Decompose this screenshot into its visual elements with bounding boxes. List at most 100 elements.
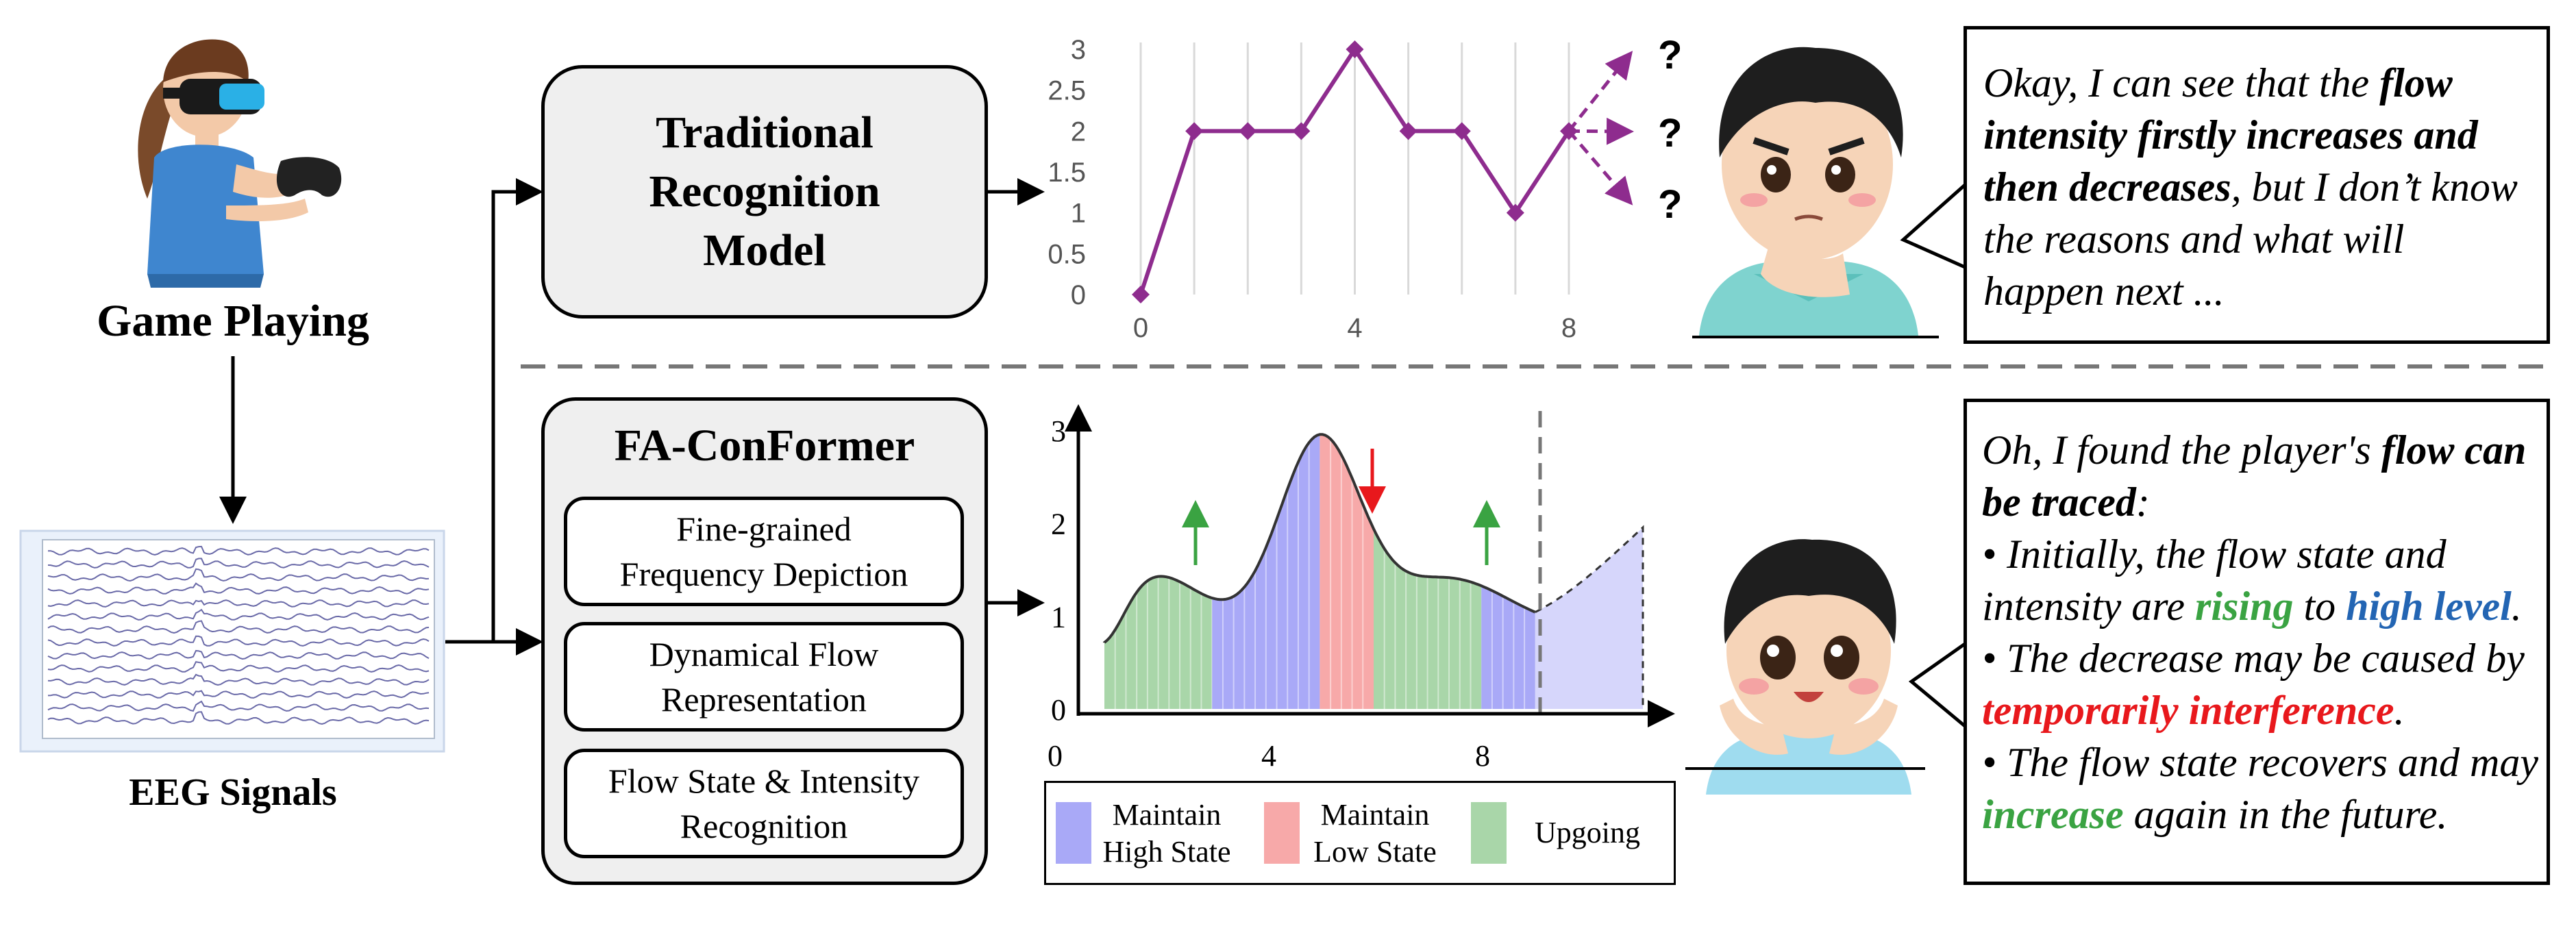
speech-bullet-2: • The decrease may be caused by temporar… [1982,632,2544,736]
traditional-model-line-3: Model [703,225,826,275]
y-tick-label: 2 [1071,116,1086,147]
eeg-signal-panel [19,529,445,753]
eeg-trace [47,661,430,673]
y-tick-label: 0 [1071,280,1086,310]
y-tick-label: 3 [1051,414,1066,448]
eeg-trace [47,582,430,595]
future-intensity-curve [1535,525,1644,709]
bullet-2-period: . [2394,688,2405,733]
intro-text: Oh, I found the player's [1982,427,2381,473]
speech-top-part-2: , but I don’t know the reasons and what … [1983,164,2518,314]
data-point [1399,122,1417,140]
speech-bullet-1: • Initially, the flow state and intensit… [1982,528,2544,632]
module-1-line-2: Frequency Depiction [619,555,908,593]
speech-bottom-text: Oh, I found the player's flow can be tra… [1982,424,2544,840]
legend-label-upgoing: Upgoing [1535,816,1640,849]
intro-colon: : [2135,479,2150,525]
speech-bullet-3: • The flow state recovers and may increa… [1982,736,2544,840]
data-point [1292,122,1311,140]
bullet-2-interference: temporarily interference [1982,688,2394,733]
intro-emphasis: flow can be traced [1982,427,2527,525]
speech-bubble-top: Okay, I can see that the flow intensity … [1964,26,2550,344]
future-arrow [1568,51,1633,132]
traditional-model-line-1: Traditional [656,108,874,158]
bullet-3-text-b: again in the future. [2123,792,2448,837]
segment-maintain-low-state [1320,434,1374,709]
eeg-trace [47,711,430,725]
y-tick-label: 1 [1051,600,1066,634]
unknown-marker: ? [1658,182,1682,227]
y-tick-label: 2.5 [1048,76,1086,106]
segment-upgoing [1374,529,1482,709]
unknown-marker: ? [1658,33,1682,77]
traditional-model-box: Traditional Recognition Model [541,65,988,319]
bullet-3-text-a: • The flow state recovers and may [1982,740,2538,785]
bullet-2-text-a: • The decrease may be caused by [1982,636,2525,681]
y-tick-label: 0.5 [1048,239,1086,269]
speech-top-emphasis: flow intensity firstly increases and the… [1983,60,2478,210]
y-tick-label: 0 [1051,693,1066,727]
y-tick-label: 1 [1071,199,1086,229]
eeg-signals-caption: EEG Signals [129,771,336,814]
eeg-trace [47,599,430,608]
bullet-1-high-level: high level [2346,584,2512,629]
eeg-trace [47,608,430,621]
x-tick-label: 0 [1048,739,1063,773]
bullet-1-text-b: to [2293,584,2346,629]
confused-boy-illustration [1692,47,1939,338]
flow-intensity-curve [1103,433,1536,644]
x-tick-label: 8 [1475,739,1490,773]
arrow-eeg-to-traditional [445,178,543,644]
speech-tail-top [1900,184,1966,269]
legend-swatch-upgoing [1471,802,1507,864]
data-point [1239,122,1257,140]
x-tick-label: 8 [1561,313,1576,343]
module-2-line-2: Representation [661,680,867,719]
speech-tail-bottom [1908,642,1966,727]
future-arrow [1568,117,1634,145]
future-arrow [1568,129,1633,205]
module-3-line-1: Flow State & Intensity [608,762,920,800]
legend-high-line-1: Maintain [1112,798,1222,832]
data-point [1506,203,1524,222]
segment-maintain-high-state [1481,586,1535,709]
speech-top-part-1: Okay, I can see that the [1983,60,2380,105]
data-point [1185,122,1204,140]
eeg-trace [47,558,430,569]
bullet-3-increase: increase [1982,792,2124,837]
module-3-line-2: Recognition [680,807,848,845]
y-tick-label: 1.5 [1048,158,1086,188]
x-tick-label: 4 [1347,313,1362,343]
legend-low-line-2: Low State [1313,835,1437,869]
data-point [1346,40,1364,58]
faconformer-title: FA-ConFormer [614,421,915,471]
bullet-1-rising: rising [2195,584,2294,629]
segment-future [1535,527,1643,709]
chart-legend: Maintain High State Maintain Low State U… [1044,781,1676,885]
speech-bottom-intro: Oh, I found the player's flow can be tra… [1982,424,2544,528]
eeg-trace [47,649,430,660]
y-tick-label: 3 [1071,35,1086,65]
module-1-line-1: Fine-grained [676,510,852,548]
legend-swatch-low [1264,802,1300,864]
x-tick-label: 4 [1261,739,1276,773]
happy-boy-illustration [1685,539,1925,795]
data-point [1452,122,1471,140]
data-point [1132,286,1150,303]
legend-label-low: Maintain Low State [1306,797,1444,871]
traditional-model-label: Traditional Recognition Model [649,103,880,280]
traditional-line-chart: 0 0.5 1 1.5 2 2.5 3 0 4 8 ??? [1048,33,1682,343]
eeg-trace [47,568,430,582]
eeg-trace [47,545,430,556]
module-state-intensity-recognition: Flow State & Intensity Recognition [564,749,964,858]
module-2-line-1: Dynamical Flow [649,635,879,673]
module-flow-representation: Dynamical Flow Representation [564,622,964,732]
legend-label-high: Maintain High State [1098,797,1235,871]
x-tick-label: 0 [1133,313,1148,343]
eeg-trace [47,700,430,712]
eeg-trace [47,690,430,699]
y-tick-label: 2 [1051,508,1066,541]
speech-bubble-bottom: Oh, I found the player's flow can be tra… [1964,399,2550,885]
module-frequency-depiction: Fine-grained Frequency Depiction [564,497,964,606]
